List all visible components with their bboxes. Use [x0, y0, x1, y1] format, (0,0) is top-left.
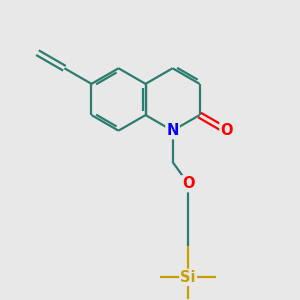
- Text: N: N: [167, 123, 179, 138]
- Text: Si: Si: [180, 270, 196, 285]
- Text: O: O: [220, 123, 233, 138]
- Text: O: O: [182, 176, 194, 191]
